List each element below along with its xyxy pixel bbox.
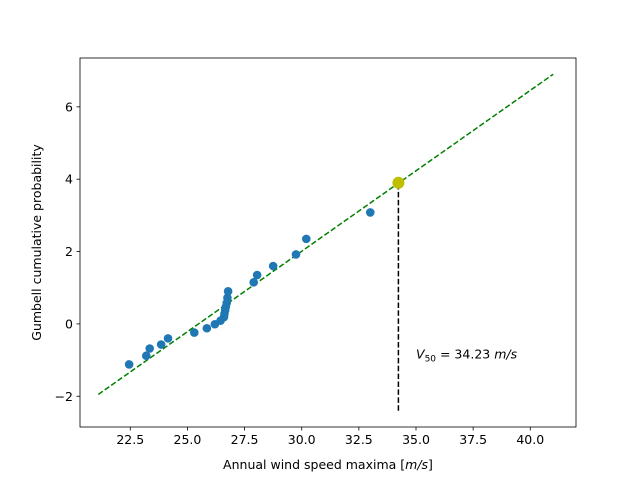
data-point <box>223 287 233 296</box>
x-tick-label: 35.0 <box>402 432 430 447</box>
x-axis-label-close: ] <box>428 457 433 472</box>
v50-subscript: 50 <box>425 355 437 365</box>
data-point <box>156 340 166 349</box>
chart-marks <box>97 73 554 411</box>
v50-symbol: V <box>416 347 426 362</box>
x-axis-ticks: 22.5 25.0 27.5 30.0 32.5 35.0 37.5 40.0 <box>116 427 544 447</box>
data-point <box>268 261 278 271</box>
x-tick-label: 27.5 <box>231 432 259 447</box>
y-tick-label: 2 <box>65 244 73 259</box>
data-point <box>249 277 259 287</box>
fit-line <box>97 73 554 396</box>
data-point <box>291 250 301 259</box>
x-tick-label: 37.5 <box>459 432 487 447</box>
x-tick-label: 40.0 <box>516 432 544 447</box>
y-tick-label: 0 <box>65 316 73 331</box>
v50-annotation: V50 = 34.23 m/s <box>416 347 518 365</box>
x-tick-label: 22.5 <box>116 432 144 447</box>
data-point <box>365 208 375 217</box>
v50-point <box>392 176 405 189</box>
data-point <box>301 234 311 244</box>
x-tick-label: 30.0 <box>288 432 316 447</box>
data-point <box>163 334 173 343</box>
x-axis-label-text: Annual wind speed maxima [ <box>223 457 405 472</box>
x-tick-label: 25.0 <box>174 432 202 447</box>
y-tick-label: 6 <box>65 99 73 114</box>
x-axis-label-unit: m/s <box>405 457 428 472</box>
data-point <box>141 351 151 361</box>
y-tick-label: 4 <box>65 172 73 187</box>
y-axis-ticks: −2 0 2 4 6 <box>55 99 80 404</box>
y-tick-label: −2 <box>55 389 73 404</box>
v50-value: = 34.23 <box>436 347 494 362</box>
data-point <box>189 328 199 337</box>
data-point <box>145 344 155 353</box>
x-axis-label: Annual wind speed maxima [m/s] <box>223 457 433 472</box>
data-point <box>223 293 232 303</box>
x-tick-label: 32.5 <box>345 432 373 447</box>
y-axis-label: Gumbell cumulative probability <box>29 144 44 341</box>
data-point <box>124 360 134 369</box>
data-point <box>252 270 262 280</box>
data-point <box>202 323 212 333</box>
v50-unit: m/s <box>494 347 517 362</box>
axes-frame <box>79 57 577 428</box>
